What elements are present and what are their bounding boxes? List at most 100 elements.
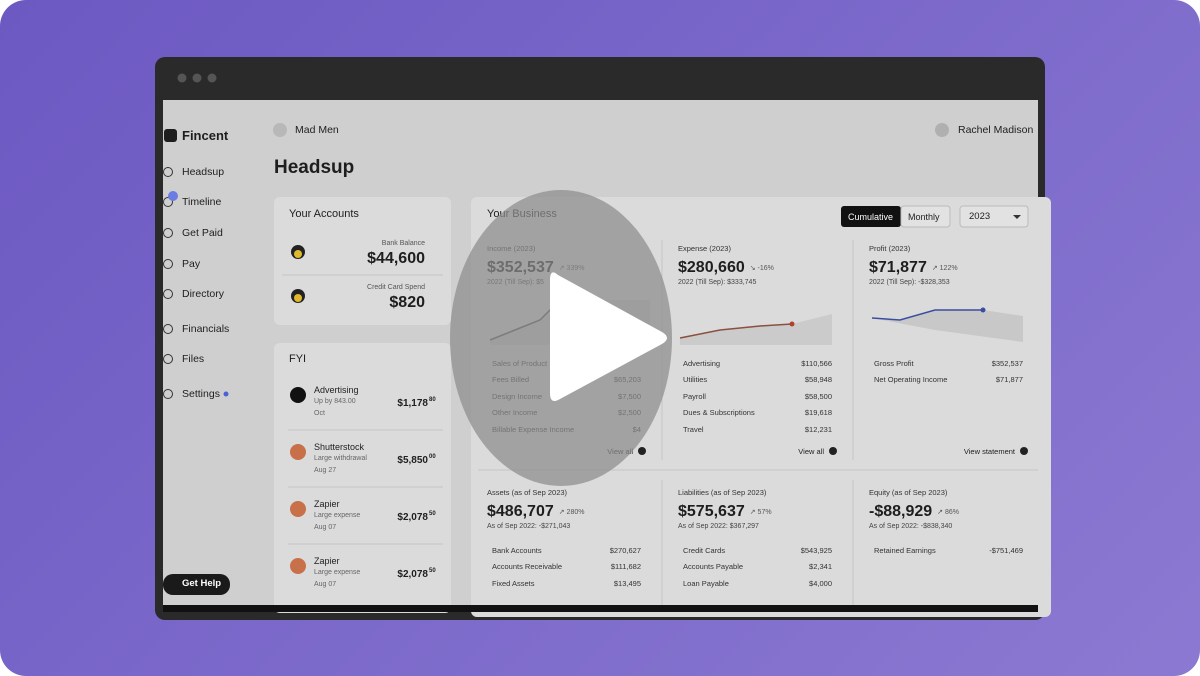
fyi-logo [290,558,306,574]
sparkline-area [872,310,1023,342]
nav-icon [163,324,173,334]
panel-label: Profit (2023) [869,243,911,253]
fyi-note: Large expense [314,511,361,519]
fyi-amount: $2,078 [397,512,428,523]
fyi-logo [290,387,306,403]
row-value: $543,925 [800,545,832,555]
panel-change: ↗ 57% [749,508,772,516]
fyi-cents: 50 [429,511,436,518]
nav-icon [163,259,173,269]
row-label: Loan Payable [683,578,729,588]
row-value: $352,537 [991,358,1023,368]
card-title: FYI [289,353,307,366]
notification-badge [168,191,178,201]
sparkline [871,309,983,321]
sparkline-dot [789,321,795,327]
nav-item[interactable]: Pay [182,257,201,270]
toggle-inactive [900,205,951,228]
row-label: Payroll [683,391,706,401]
nav-icon [163,354,173,364]
fyi-amount: $5,850 [397,455,428,466]
nav-item[interactable]: Directory [182,287,225,300]
row-value: $2,341 [809,562,832,572]
window-dot [192,73,202,83]
nav-item[interactable]: Get Paid [182,226,223,239]
fyi-name: Shutterstock [314,441,365,452]
panel-label: Expense (2023) [678,243,731,253]
panel-value: -$88,929 [869,503,933,521]
fyi-amount: $2,078 [397,569,428,580]
nav-icon [163,228,173,238]
row-value: $19,618 [804,408,832,417]
row-value: $58,500 [804,391,832,401]
toggle-option[interactable]: Cumulative [848,211,894,222]
panel-prior: 2022 (Till Sep): $333,745 [678,278,757,286]
fyi-logo [290,501,306,517]
nav-item[interactable]: Financials [182,322,230,335]
fyi-cents: 80 [429,397,436,404]
fyi-amount: $1,178 [397,398,428,409]
row-label: Utilities [683,375,708,384]
panel-change: ↗ 122% [931,264,958,272]
view-link[interactable]: View statement [963,446,1015,456]
fyi-name: Advertising [314,384,359,395]
row-label: Fixed Assets [492,578,535,588]
link-arrow [638,447,646,455]
play-icon [550,272,667,401]
sparkline-area [680,314,832,345]
sparkline [679,323,793,339]
page-title: Headsup [274,156,355,178]
brand-logo [164,129,177,142]
nav-item[interactable]: Timeline [182,195,222,208]
link-arrow [829,447,837,455]
panel-label: Equity (as of Sep 2023) [869,487,948,497]
row-value: $110,566 [801,358,832,368]
row-value: -$751,469 [989,545,1023,555]
fyi-note: Up by 843.00 [314,397,356,405]
panel-label: Liabilities (as of Sep 2023) [678,487,767,497]
link-arrow [1020,447,1028,455]
panel-value: $575,637 [678,503,745,521]
fyi-name: Zapier [314,555,340,566]
fyi-note: Large withdrawal [314,454,367,462]
row-label: Accounts Payable [683,562,744,572]
user-avatar [935,123,949,137]
brand-name: Fincent [182,128,229,144]
workspace-name[interactable]: Mad Men [295,123,339,136]
row-label: Net Operating Income [874,375,948,384]
row-value: $58,948 [804,375,832,384]
row-value: $270,627 [609,545,641,555]
notification-dot [223,391,229,397]
user-name[interactable]: Rachel Madison [958,123,1034,136]
panel-value: $280,660 [678,259,745,277]
panel-label: Assets (as of Sep 2023) [487,487,568,497]
view-link[interactable]: View all [798,446,824,456]
fyi-name: Zapier [314,498,340,509]
account-amount: $44,600 [367,250,425,268]
accounts-card [274,197,451,325]
toggle-option[interactable]: Monthly [908,211,940,222]
row-label: Travel [683,424,704,434]
window-dot [207,73,217,83]
panel-value: $486,707 [487,503,554,521]
nav-item[interactable]: Settings [182,387,220,400]
row-value: $13,495 [613,578,641,588]
year-value[interactable]: 2023 [969,211,991,223]
panel-value: $71,877 [869,259,927,277]
row-value: $111,682 [610,562,641,572]
nav-item[interactable]: Files [182,352,205,365]
panel-change: ↗ 86% [937,508,959,516]
video-progress-bar [163,605,1038,612]
row-label: Advertising [683,358,721,368]
help-label[interactable]: Get Help [182,578,222,590]
panel-prior: 2022 (Till Sep): -$328,353 [869,278,950,286]
fyi-date: Aug 27 [314,466,337,474]
nav-icon [163,197,173,207]
account-logo-inner [294,250,302,258]
row-label: Credit Cards [683,545,726,555]
row-label: Dues & Subscriptions [683,408,755,417]
fyi-cents: 50 [429,568,436,575]
nav-icon [163,289,173,299]
nav-item[interactable]: Headsup [182,165,225,178]
account-logo-inner [294,294,302,302]
